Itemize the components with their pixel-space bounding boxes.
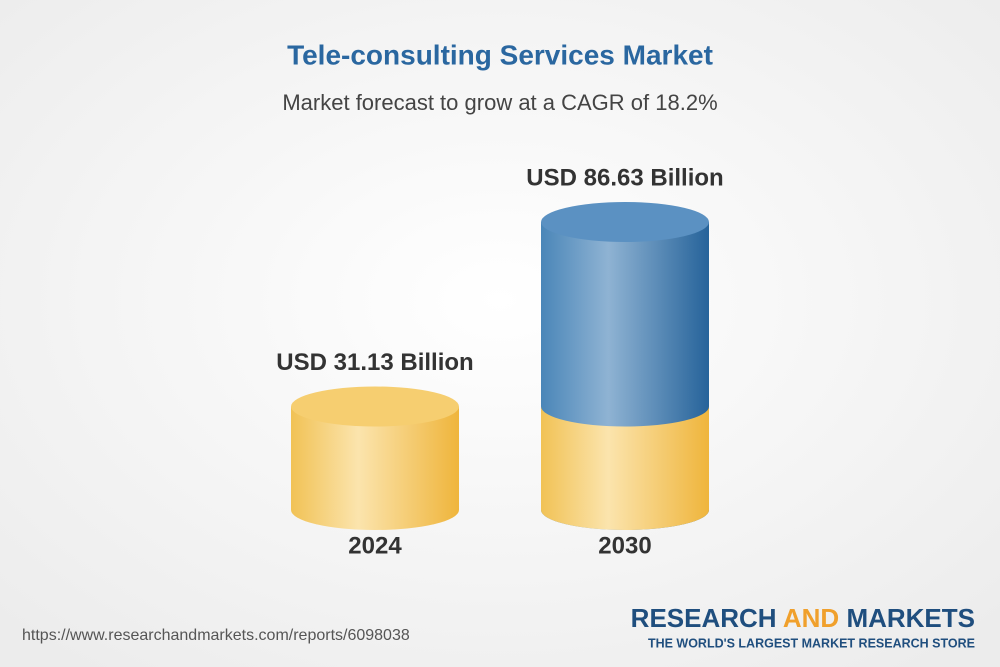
cylinder-top	[541, 202, 709, 242]
logo-word: RESEARCH	[631, 603, 777, 633]
logo-word: AND	[783, 603, 839, 633]
value-label: USD 31.13 Billion	[276, 349, 473, 376]
chart-title: Tele-consulting Services Market	[287, 39, 713, 70]
logo: RESEARCH AND MARKETS	[631, 603, 975, 633]
cylinder-body	[291, 406, 459, 530]
logo-word: MARKETS	[846, 603, 975, 633]
source-url: https://www.researchandmarkets.com/repor…	[22, 627, 410, 644]
category-label: 2030	[598, 532, 651, 559]
chart-subtitle: Market forecast to grow at a CAGR of 18.…	[282, 90, 717, 115]
cylinder	[291, 386, 459, 530]
category-label: 2024	[348, 532, 402, 559]
cylinder-base	[541, 406, 709, 530]
cylinder-top	[291, 386, 459, 427]
logo-tagline: THE WORLD'S LARGEST MARKET RESEARCH STOR…	[648, 636, 975, 650]
cylinder	[541, 202, 709, 530]
value-label: USD 86.63 Billion	[526, 164, 723, 191]
